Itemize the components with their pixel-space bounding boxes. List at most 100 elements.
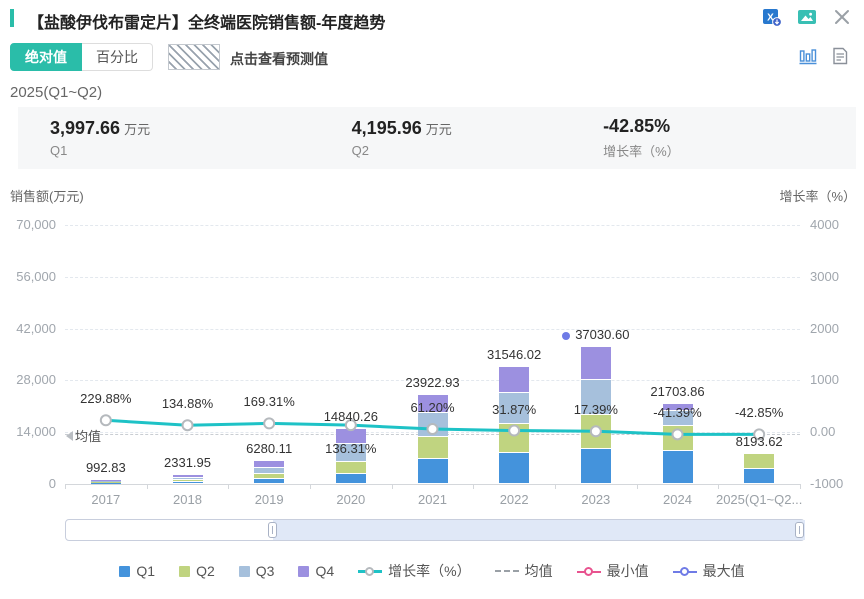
bar-segment-q3-2022[interactable] (499, 392, 530, 423)
left-axis-tick: 0 (48, 476, 56, 491)
x-axis-label[interactable]: 2019 (254, 492, 284, 507)
image-export-icon[interactable] (797, 7, 817, 27)
bar-segment-q3-2019[interactable] (254, 468, 285, 473)
bar-segment-q1-2019[interactable] (254, 479, 285, 483)
close-icon[interactable] (832, 7, 852, 27)
left-axis-tick: 28,000 (16, 372, 56, 388)
bar-segment-q4-2018[interactable] (172, 475, 203, 477)
right-axis-caption: 增长率（%） (779, 189, 856, 204)
legend-label: 增长率（%） (388, 563, 471, 579)
legend-label: Q1 (136, 563, 156, 579)
bar-segment-q2-2023[interactable] (580, 414, 611, 449)
x-axis-tick (65, 484, 66, 489)
stat-q2: 4,195.96 万元 Q2 (320, 118, 571, 158)
document-icon[interactable] (830, 46, 850, 66)
x-axis-label[interactable]: 2024 (663, 492, 692, 507)
legend-item-Q1[interactable]: Q1 (119, 563, 155, 579)
datazoom-track[interactable] (65, 519, 805, 541)
legend-item-Q2[interactable]: Q2 (179, 563, 215, 579)
absolute-value-button[interactable]: 绝对值 (10, 43, 82, 71)
x-axis-label[interactable]: 2018 (173, 492, 202, 507)
bar-segment-q3-2020[interactable] (335, 443, 366, 461)
bar-chart-icon[interactable] (798, 46, 818, 66)
bar-segment-q2-2019[interactable] (254, 474, 285, 479)
legend-item-Q4[interactable]: Q4 (298, 563, 334, 579)
legend-label: Q2 (196, 563, 215, 579)
bar-segment-q3-2017[interactable] (90, 481, 121, 483)
growth-rate-label: 229.88% (80, 391, 132, 407)
x-axis-tick (391, 484, 393, 489)
bar-segment-q1-2025(Q1~Q2...[interactable] (744, 469, 775, 483)
datazoom-selected-range[interactable] (273, 520, 805, 540)
mean-label: 均值 (75, 429, 102, 445)
x-axis-label[interactable]: 2023 (581, 492, 611, 507)
growth-point[interactable] (263, 417, 276, 430)
growth-point[interactable] (181, 419, 194, 432)
bar-segment-q4-2019[interactable] (254, 460, 285, 468)
forecast-hatch-swatch[interactable] (168, 44, 220, 70)
legend-item-[interactable]: 最大值 (672, 561, 745, 581)
bar-segment-q3-2021[interactable] (417, 412, 448, 436)
stat-growth: -42.85% 增长率（%） (571, 116, 856, 160)
bar-segment-q1-2017[interactable] (90, 483, 121, 485)
bar-segment-q4-2024[interactable] (662, 403, 693, 411)
legend-item-[interactable]: 增长率（%） (358, 561, 471, 581)
x-axis-label[interactable]: 2017 (91, 492, 121, 507)
excel-download-icon[interactable]: X (762, 7, 782, 27)
stat-growth-label: 增长率（%） (603, 144, 680, 159)
bar-segment-q1-2023[interactable] (580, 449, 611, 483)
chart-legend: Q1 Q2 Q3 Q4 增长率（%） 均值 最小值 最大值 (0, 561, 864, 581)
bar-segment-q2-2024[interactable] (662, 426, 693, 451)
summary-stats-panel: 3,997.66 万元 Q1 4,195.96 万元 Q2 -42.85% 增长率（… (18, 107, 856, 169)
bar-segment-q4-2017[interactable] (90, 480, 121, 482)
x-axis-tick (800, 484, 801, 489)
bar-segment-q3-2018[interactable] (172, 477, 203, 479)
bar-segment-q2-2025(Q1~Q2...[interactable] (744, 453, 775, 469)
bar-segment-q2-2020[interactable] (335, 461, 366, 473)
x-axis-label[interactable]: 2025(Q1~Q2... (715, 492, 803, 507)
page-title: 【盐酸伊伐布雷定片】全终端医院销售额-年度趋势 (28, 15, 386, 32)
left-axis-tick: 56,000 (16, 268, 56, 284)
x-axis-label[interactable]: 2020 (336, 492, 366, 507)
x-axis-tick (473, 484, 475, 489)
bar-segment-q3-2023[interactable] (580, 380, 611, 414)
chart-toolbar (798, 46, 850, 66)
legend-item-Q3[interactable]: Q3 (238, 563, 274, 579)
x-axis-tick (228, 484, 230, 489)
x-axis-tick (310, 484, 311, 489)
legend-label: Q4 (315, 563, 335, 579)
right-axis-tick: 2000 (810, 320, 839, 336)
bar-segment-q2-2021[interactable] (417, 437, 448, 458)
legend-square-icon (298, 565, 310, 577)
bar-segment-q1-2024[interactable] (662, 451, 693, 483)
stat-q2-unit: 万元 (425, 122, 452, 137)
x-axis-tick (555, 484, 556, 489)
total-value-label: 6280.11 (246, 440, 293, 456)
bar-segment-q2-2017[interactable] (90, 482, 121, 484)
datazoom-right-handle[interactable] (795, 522, 804, 538)
bar-segment-q2-2022[interactable] (499, 423, 530, 452)
legend-square-icon (119, 565, 131, 577)
x-axis-label[interactable]: 2022 (499, 492, 529, 507)
stat-q2-label: Q2 (351, 143, 370, 158)
legend-item-[interactable]: 均值 (494, 561, 553, 581)
bar-segment-q1-2020[interactable] (335, 474, 366, 483)
datazoom-left-handle[interactable] (268, 522, 277, 538)
growth-point[interactable] (99, 414, 112, 427)
left-axis-tick: 42,000 (16, 320, 56, 336)
percentage-button[interactable]: 百分比 (82, 43, 153, 71)
mean-value-tag: 均值 (66, 426, 101, 445)
header-icon-group: X (762, 7, 852, 27)
bar-segment-q2-2018[interactable] (172, 479, 203, 481)
left-axis-tick: 14,000 (16, 424, 56, 440)
bar-segment-q4-2021[interactable] (417, 395, 448, 412)
bar-segment-q4-2023[interactable] (580, 346, 611, 380)
bar-segment-q1-2018[interactable] (172, 481, 203, 483)
bar-segment-q1-2022[interactable] (499, 452, 530, 483)
bar-segment-q4-2022[interactable] (499, 367, 530, 392)
legend-item-[interactable]: 最小值 (576, 561, 649, 581)
x-axis-label[interactable]: 2021 (418, 492, 447, 507)
total-value-label: 2331.95 (164, 455, 211, 471)
bar-segment-q1-2021[interactable] (417, 459, 448, 483)
